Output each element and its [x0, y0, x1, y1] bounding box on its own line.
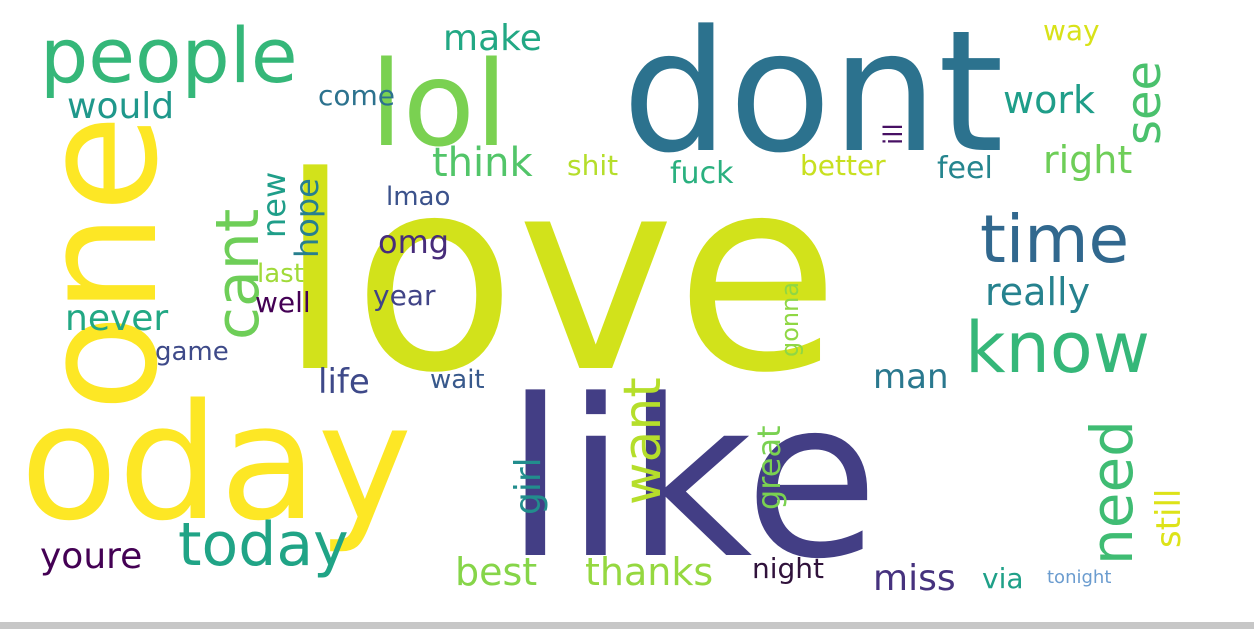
- word-new: new: [255, 172, 293, 238]
- word-want: want: [613, 377, 673, 505]
- word-game: game: [155, 337, 229, 367]
- word-right: right: [1043, 138, 1132, 182]
- word-wait: wait: [430, 365, 485, 395]
- word-hope: hope: [288, 178, 326, 258]
- word-night: night: [752, 552, 824, 585]
- word-last: last: [257, 259, 304, 289]
- word-fuck: fuck: [670, 156, 734, 191]
- word-via: via: [982, 562, 1024, 595]
- word-man: man: [873, 357, 949, 397]
- word-come: come: [318, 79, 395, 112]
- word-like: like: [505, 354, 879, 607]
- word-love: love: [278, 120, 840, 432]
- word-see: see: [1116, 61, 1172, 145]
- word-think: think: [432, 140, 534, 186]
- word-dont: dont: [622, 0, 1004, 190]
- word-shit: shit: [567, 149, 618, 182]
- word-gonna: gonna: [776, 282, 804, 357]
- word-still: still: [1149, 489, 1189, 548]
- bottom-border: [0, 622, 1254, 629]
- word-life: life: [318, 362, 370, 402]
- word-one: one: [6, 114, 193, 412]
- word-oday: oday: [20, 369, 412, 556]
- word-today: today: [178, 510, 349, 580]
- word-miss: miss: [873, 558, 956, 599]
- word-lmao: lmao: [386, 182, 450, 212]
- word-need: need: [1078, 420, 1146, 565]
- word-youre: youre: [40, 536, 142, 577]
- word-thanks: thanks: [585, 550, 713, 594]
- word-know: know: [965, 307, 1150, 389]
- word-ill: ill: [879, 123, 909, 145]
- word-omg: omg: [378, 223, 449, 261]
- word-time: time: [980, 201, 1129, 278]
- word-feel: feel: [937, 151, 993, 186]
- word-really: really: [985, 270, 1090, 314]
- word-best: best: [455, 550, 537, 594]
- word-better: better: [800, 149, 886, 182]
- word-never: never: [65, 298, 168, 339]
- word-great: great: [750, 425, 788, 510]
- word-would: would: [67, 86, 174, 127]
- word-lol: lol: [370, 35, 508, 173]
- word-cant: cant: [203, 209, 273, 340]
- word-year: year: [373, 279, 436, 312]
- word-way: way: [1043, 14, 1100, 47]
- word-make: make: [443, 18, 542, 59]
- word-work: work: [1003, 78, 1095, 122]
- word-people: people: [40, 11, 298, 100]
- word-tonight: tonight: [1047, 567, 1111, 588]
- word-girl: girl: [508, 457, 549, 515]
- word-well: well: [255, 286, 311, 319]
